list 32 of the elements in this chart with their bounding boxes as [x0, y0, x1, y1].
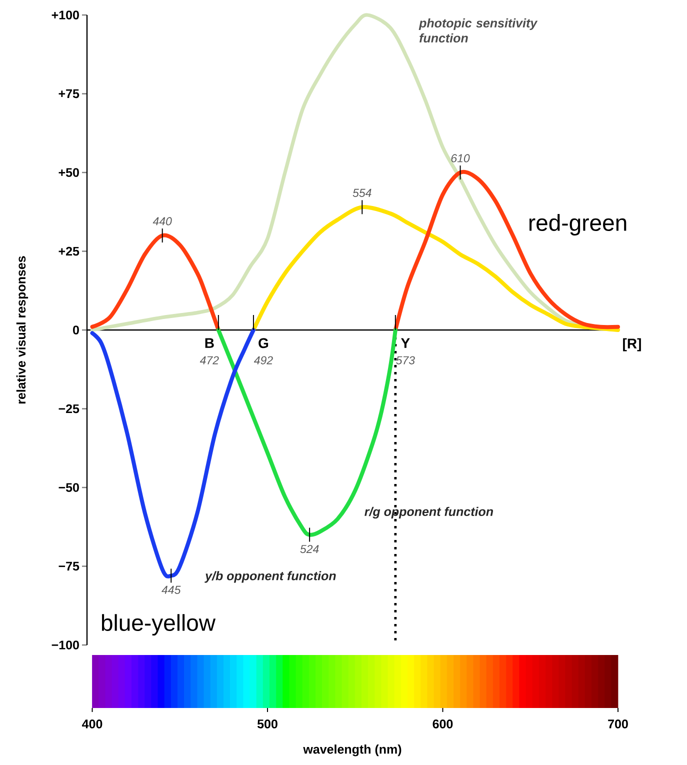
y-tick-label: +25 — [58, 246, 80, 256]
annotation: G — [258, 338, 268, 348]
annotation: 554 — [352, 188, 372, 197]
annotation: 472 — [200, 356, 219, 364]
x-tick-label: 400 — [82, 720, 102, 728]
y-tick-label: −25 — [58, 404, 80, 414]
x-tick-label: 500 — [257, 720, 278, 728]
annotation: blue-yellow — [102, 614, 216, 636]
annotation: 440 — [152, 217, 172, 226]
annotation: 610 — [451, 154, 470, 162]
annotation: 573 — [396, 356, 415, 364]
x-axis-title: wavelength (nm) — [303, 744, 402, 756]
y-tick-label: +75 — [58, 89, 80, 98]
series-label: y/b opponent function — [204, 571, 336, 583]
y-tick-label: −50 — [58, 483, 79, 492]
annotation: 492 — [254, 356, 273, 364]
annotation: [R] — [623, 338, 641, 352]
annotation: B — [205, 338, 214, 348]
y-tick-label: −100 — [52, 640, 79, 650]
annotation: 445 — [162, 586, 181, 594]
x-tick-label: 600 — [432, 720, 453, 728]
series-label: photopic sensitivity function — [418, 18, 538, 43]
series-label: red-green — [529, 214, 626, 236]
series-label: r/g opponent function — [364, 506, 493, 519]
annotation: Y — [400, 338, 410, 348]
y-tick-label: −75 — [58, 562, 80, 571]
y-tick-label: 0 — [73, 326, 79, 334]
y-axis-title: relative visual responses — [16, 256, 28, 404]
x-tick-label: 700 — [608, 720, 628, 728]
y-tick-label: +100 — [52, 10, 79, 20]
annotation: 524 — [300, 544, 319, 554]
y-tick-label: +50 — [58, 168, 79, 177]
